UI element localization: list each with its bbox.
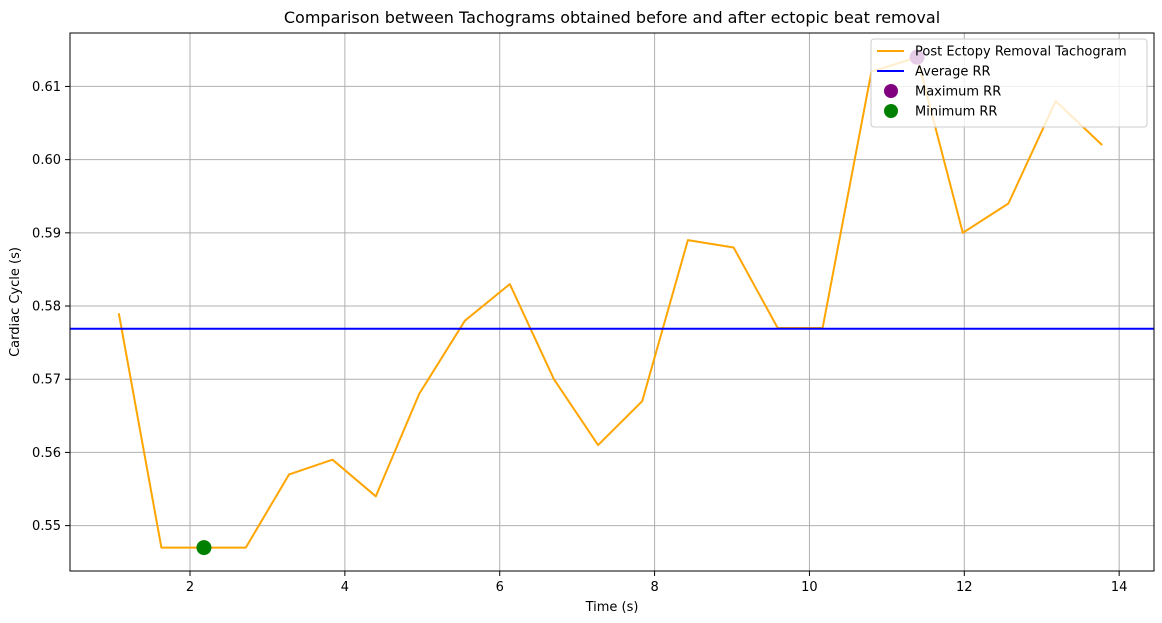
y-tick-label: 0.57 bbox=[32, 373, 61, 388]
chart-title: Comparison between Tachograms obtained b… bbox=[284, 8, 940, 27]
x-tick-label: 6 bbox=[496, 580, 504, 595]
legend-label: Minimum RR bbox=[915, 105, 997, 120]
y-tick-label: 0.56 bbox=[32, 446, 61, 461]
minimum-rr-marker bbox=[196, 540, 212, 556]
y-tick-label: 0.55 bbox=[32, 519, 61, 534]
axis-ticks: 2 4 6 8 10 12 14 0.55 0.56 0.57 0.58 0.59 0.60 0.61 bbox=[32, 80, 1127, 595]
x-tick-label: 12 bbox=[956, 580, 973, 595]
x-tick-label: 10 bbox=[801, 580, 818, 595]
x-tick-label: 4 bbox=[341, 580, 349, 595]
y-tick-label: 0.59 bbox=[32, 226, 61, 241]
legend-label: Maximum RR bbox=[915, 85, 1001, 100]
x-tick-label: 14 bbox=[1111, 580, 1128, 595]
legend-swatch bbox=[884, 84, 898, 98]
y-tick-label: 0.58 bbox=[32, 300, 61, 315]
legend-box bbox=[870, 38, 1148, 128]
tachogram-line bbox=[117, 56, 1103, 549]
y-axis-title: Cardiac Cycle (s) bbox=[8, 247, 23, 357]
legend-label: Average RR bbox=[915, 65, 991, 80]
legend-swatch bbox=[884, 104, 898, 118]
x-tick-label: 2 bbox=[186, 580, 194, 595]
y-tick-label: 0.61 bbox=[32, 80, 61, 95]
x-axis-title: Time (s) bbox=[585, 600, 639, 615]
legend-label: Post Ectopy Removal Tachogram bbox=[915, 45, 1127, 60]
y-tick-label: 0.60 bbox=[32, 153, 61, 168]
x-tick-label: 8 bbox=[650, 580, 658, 595]
plot-frame bbox=[69, 32, 1155, 572]
legend: Post Ectopy Removal Tachogram Average RR M… bbox=[870, 38, 1148, 128]
